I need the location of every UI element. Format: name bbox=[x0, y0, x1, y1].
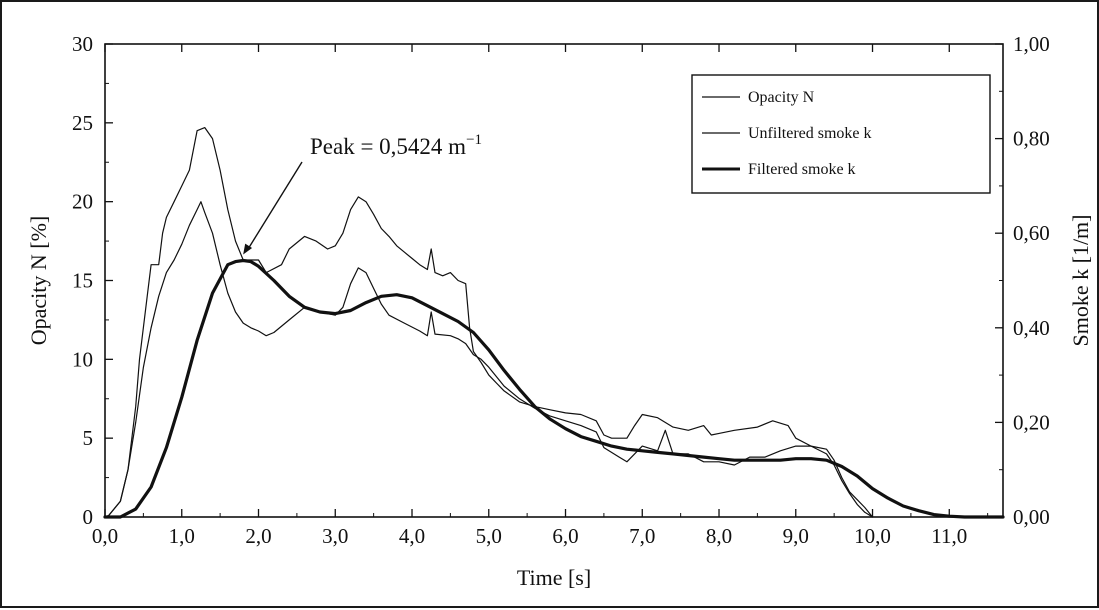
x-tick-label: 10,0 bbox=[854, 524, 891, 548]
x-tick-label: 3,0 bbox=[322, 524, 348, 548]
legend-label-3: Filtered smoke k bbox=[748, 161, 856, 178]
y2-tick-label: 0,60 bbox=[1013, 221, 1050, 245]
x-tick-label: 5,0 bbox=[476, 524, 502, 548]
legend-label-2: Unfiltered smoke k bbox=[748, 125, 872, 142]
x-tick-label: 6,0 bbox=[552, 524, 578, 548]
x-tick-label: 8,0 bbox=[706, 524, 732, 548]
x-tick-label: 4,0 bbox=[399, 524, 425, 548]
legend-box bbox=[691, 74, 991, 194]
peak-annotation-superscript: −1 bbox=[466, 132, 482, 148]
y2-tick-label: 0,20 bbox=[1013, 410, 1050, 434]
x-axis-label: Time [s] bbox=[517, 565, 591, 590]
annotation-arrow-line bbox=[246, 161, 303, 251]
y-axis-label: Opacity N [%] bbox=[26, 216, 51, 346]
y-tick-label: 0 bbox=[83, 505, 94, 529]
series-line-2 bbox=[104, 201, 874, 518]
y-tick-label: 15 bbox=[72, 269, 93, 293]
series-line-1 bbox=[104, 127, 874, 518]
peak-annotation: Peak = 0,5424 m−1 bbox=[310, 132, 482, 159]
peak-annotation-text: Peak = 0,5424 m bbox=[310, 134, 466, 159]
x-tick-label: 11,0 bbox=[931, 524, 967, 548]
y2-tick-label: 1,00 bbox=[1013, 32, 1050, 56]
x-tick-label: 9,0 bbox=[783, 524, 809, 548]
y2-tick-label: 0,00 bbox=[1013, 505, 1050, 529]
legend-label-1: Opacity N bbox=[748, 89, 815, 106]
y2-tick-label: 0,80 bbox=[1013, 127, 1050, 151]
series-line-3 bbox=[103, 258, 1005, 519]
y2-tick-label: 0,40 bbox=[1013, 316, 1050, 340]
y-tick-label: 25 bbox=[72, 111, 93, 135]
x-tick-label: 2,0 bbox=[245, 524, 271, 548]
x-tick-label: 1,0 bbox=[169, 524, 195, 548]
y2-axis-label: Smoke k [1/m] bbox=[1068, 215, 1093, 347]
y-tick-label: 10 bbox=[72, 347, 93, 371]
y-tick-label: 5 bbox=[83, 426, 94, 450]
annotation-arrowhead bbox=[243, 243, 253, 255]
y-tick-label: 30 bbox=[72, 32, 93, 56]
x-tick-label: 0,0 bbox=[92, 524, 118, 548]
y-tick-label: 20 bbox=[72, 190, 93, 214]
x-tick-label: 7,0 bbox=[629, 524, 655, 548]
